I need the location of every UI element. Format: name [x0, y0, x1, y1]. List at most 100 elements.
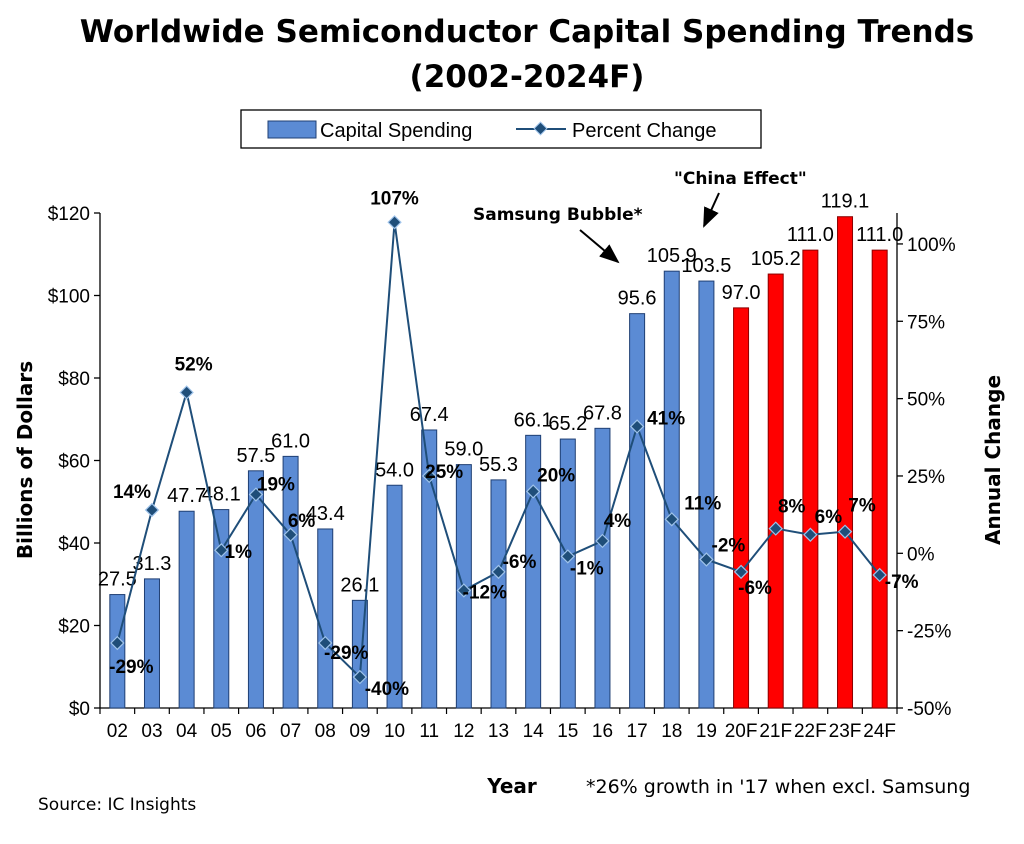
- bar: [871, 249, 888, 709]
- x-tick-label: 23F: [829, 721, 862, 742]
- legend-label-percent-change: Percent Change: [572, 120, 717, 142]
- x-tick-label: 14: [523, 721, 545, 742]
- percent-label: 14%: [113, 482, 151, 503]
- percent-change-point: [456, 583, 472, 598]
- bar-series: [109, 216, 888, 709]
- percent-change-point: [421, 468, 437, 484]
- bar-label: 61.0: [271, 430, 310, 452]
- percent-label: -1%: [570, 558, 604, 579]
- x-tick-label: 20F: [725, 721, 758, 742]
- percent-change-point: [837, 524, 853, 539]
- percent-label: 6%: [288, 511, 316, 532]
- x-tick-label: 08: [315, 721, 336, 742]
- percent-labels: -29% 14% 52% 1% 19% 6% -29% -40% 107% 25% -12% -6% 2…: [109, 188, 919, 700]
- bar: [663, 270, 680, 709]
- y-tick-label: $100: [48, 287, 90, 308]
- legend-marker-percent-change: [533, 121, 548, 136]
- bar: [317, 528, 334, 709]
- x-tick-label: 18: [661, 721, 682, 742]
- percent-label: 52%: [175, 354, 213, 375]
- percent-label: 11%: [684, 493, 721, 514]
- bar-label: 59.0: [444, 439, 483, 461]
- percent-label: -7%: [885, 572, 919, 593]
- percent-change-point: [318, 635, 333, 651]
- y2-tick-label: 25%: [907, 467, 945, 488]
- annotation-arrow-samsung: [579, 229, 620, 264]
- percent-label: -2%: [712, 536, 746, 557]
- percent-label: -29%: [324, 643, 368, 664]
- legend-box: [240, 109, 762, 149]
- legend-swatch-capital-spending: [267, 120, 317, 139]
- y-tick-label: $0: [69, 699, 90, 720]
- y-tick-label: $40: [58, 534, 90, 555]
- annotation-china-effect: "China Effect": [674, 169, 807, 189]
- x-tick-label: 19: [696, 721, 717, 742]
- bar-label: 111.0: [787, 224, 834, 246]
- percent-label: -29%: [109, 657, 153, 678]
- percent-change-point: [629, 419, 645, 434]
- y-axis-title: Billions of Dollars: [13, 361, 37, 559]
- chart-title: Worldwide Semiconductor Capital Spending…: [80, 14, 975, 50]
- percent-change-point: [733, 564, 749, 580]
- bar-label: 65.2: [548, 413, 587, 435]
- x-tick-label: 24F: [863, 721, 896, 742]
- bar: [767, 273, 784, 709]
- percent-change-point: [248, 487, 264, 502]
- bar: [143, 578, 160, 709]
- percent-label: 25%: [425, 462, 463, 483]
- footnote: *26% growth in '17 when excl. Samsung: [586, 776, 970, 798]
- bar: [594, 427, 611, 709]
- x-tick-label: 07: [280, 721, 301, 742]
- bar-label: 95.6: [618, 288, 657, 310]
- x-tick-label: 02: [107, 721, 128, 742]
- bar-label: 105.2: [751, 248, 801, 270]
- x-tick-label: 11: [419, 721, 439, 742]
- chart-subtitle: (2002-2024F): [410, 59, 645, 95]
- percent-label: 7%: [848, 496, 876, 517]
- annotation-arrow-china: [703, 192, 720, 228]
- y-tick-label: $80: [58, 369, 90, 390]
- legend-label-capital-spending: Capital Spending: [320, 120, 472, 142]
- bar-label: 119.1: [821, 191, 870, 213]
- x-tick-label: 09: [349, 721, 370, 742]
- y2-tick-label: 0%: [907, 544, 935, 565]
- percent-label: 41%: [647, 408, 685, 429]
- bar-labels: 27.531.3 47.748.1 57.561.0 43.4 26.1 54.0 67.4…: [98, 191, 903, 597]
- x-tick-label: 21F: [759, 721, 792, 742]
- y2-axis-title: Annual Change: [981, 375, 1005, 545]
- percent-change-point: [768, 521, 783, 536]
- percent-label: 20%: [537, 465, 575, 486]
- y-tick-label: $120: [48, 204, 90, 225]
- bar: [837, 216, 854, 709]
- y2-tick-label: -50%: [907, 699, 951, 720]
- bar: [282, 455, 299, 709]
- y2-tick-label: 75%: [907, 312, 945, 333]
- bar: [247, 470, 264, 709]
- x-tick-label: 12: [453, 721, 474, 742]
- bar-label: 67.8: [583, 402, 622, 424]
- percent-change-point: [803, 527, 818, 542]
- percent-change-point: [664, 512, 679, 527]
- y-tick-label: $60: [58, 452, 90, 473]
- percent-label: -6%: [738, 578, 772, 599]
- percent-change-point: [595, 533, 610, 549]
- annotation-samsung-bubble: Samsung Bubble*: [473, 205, 643, 225]
- x-tick-label: 17: [627, 721, 648, 742]
- percent-change-point: [214, 543, 229, 558]
- bar: [178, 510, 195, 709]
- bar-label: 97.0: [722, 282, 761, 304]
- bar: [386, 484, 403, 709]
- percent-label: 8%: [778, 497, 806, 518]
- percent-label: -12%: [463, 582, 507, 603]
- y2-tick-label: -25%: [907, 622, 951, 643]
- bar: [109, 594, 126, 709]
- x-tick-label: 03: [141, 721, 162, 742]
- percent-label: 6%: [815, 507, 843, 528]
- x-tick-label: 15: [557, 721, 578, 742]
- bar: [525, 434, 542, 709]
- percent-label: 4%: [604, 511, 632, 532]
- legend: Capital Spending Percent Change: [240, 109, 762, 149]
- bar-label: 105.9: [647, 245, 697, 267]
- bar: [490, 479, 507, 709]
- percent-change-point: [560, 549, 576, 564]
